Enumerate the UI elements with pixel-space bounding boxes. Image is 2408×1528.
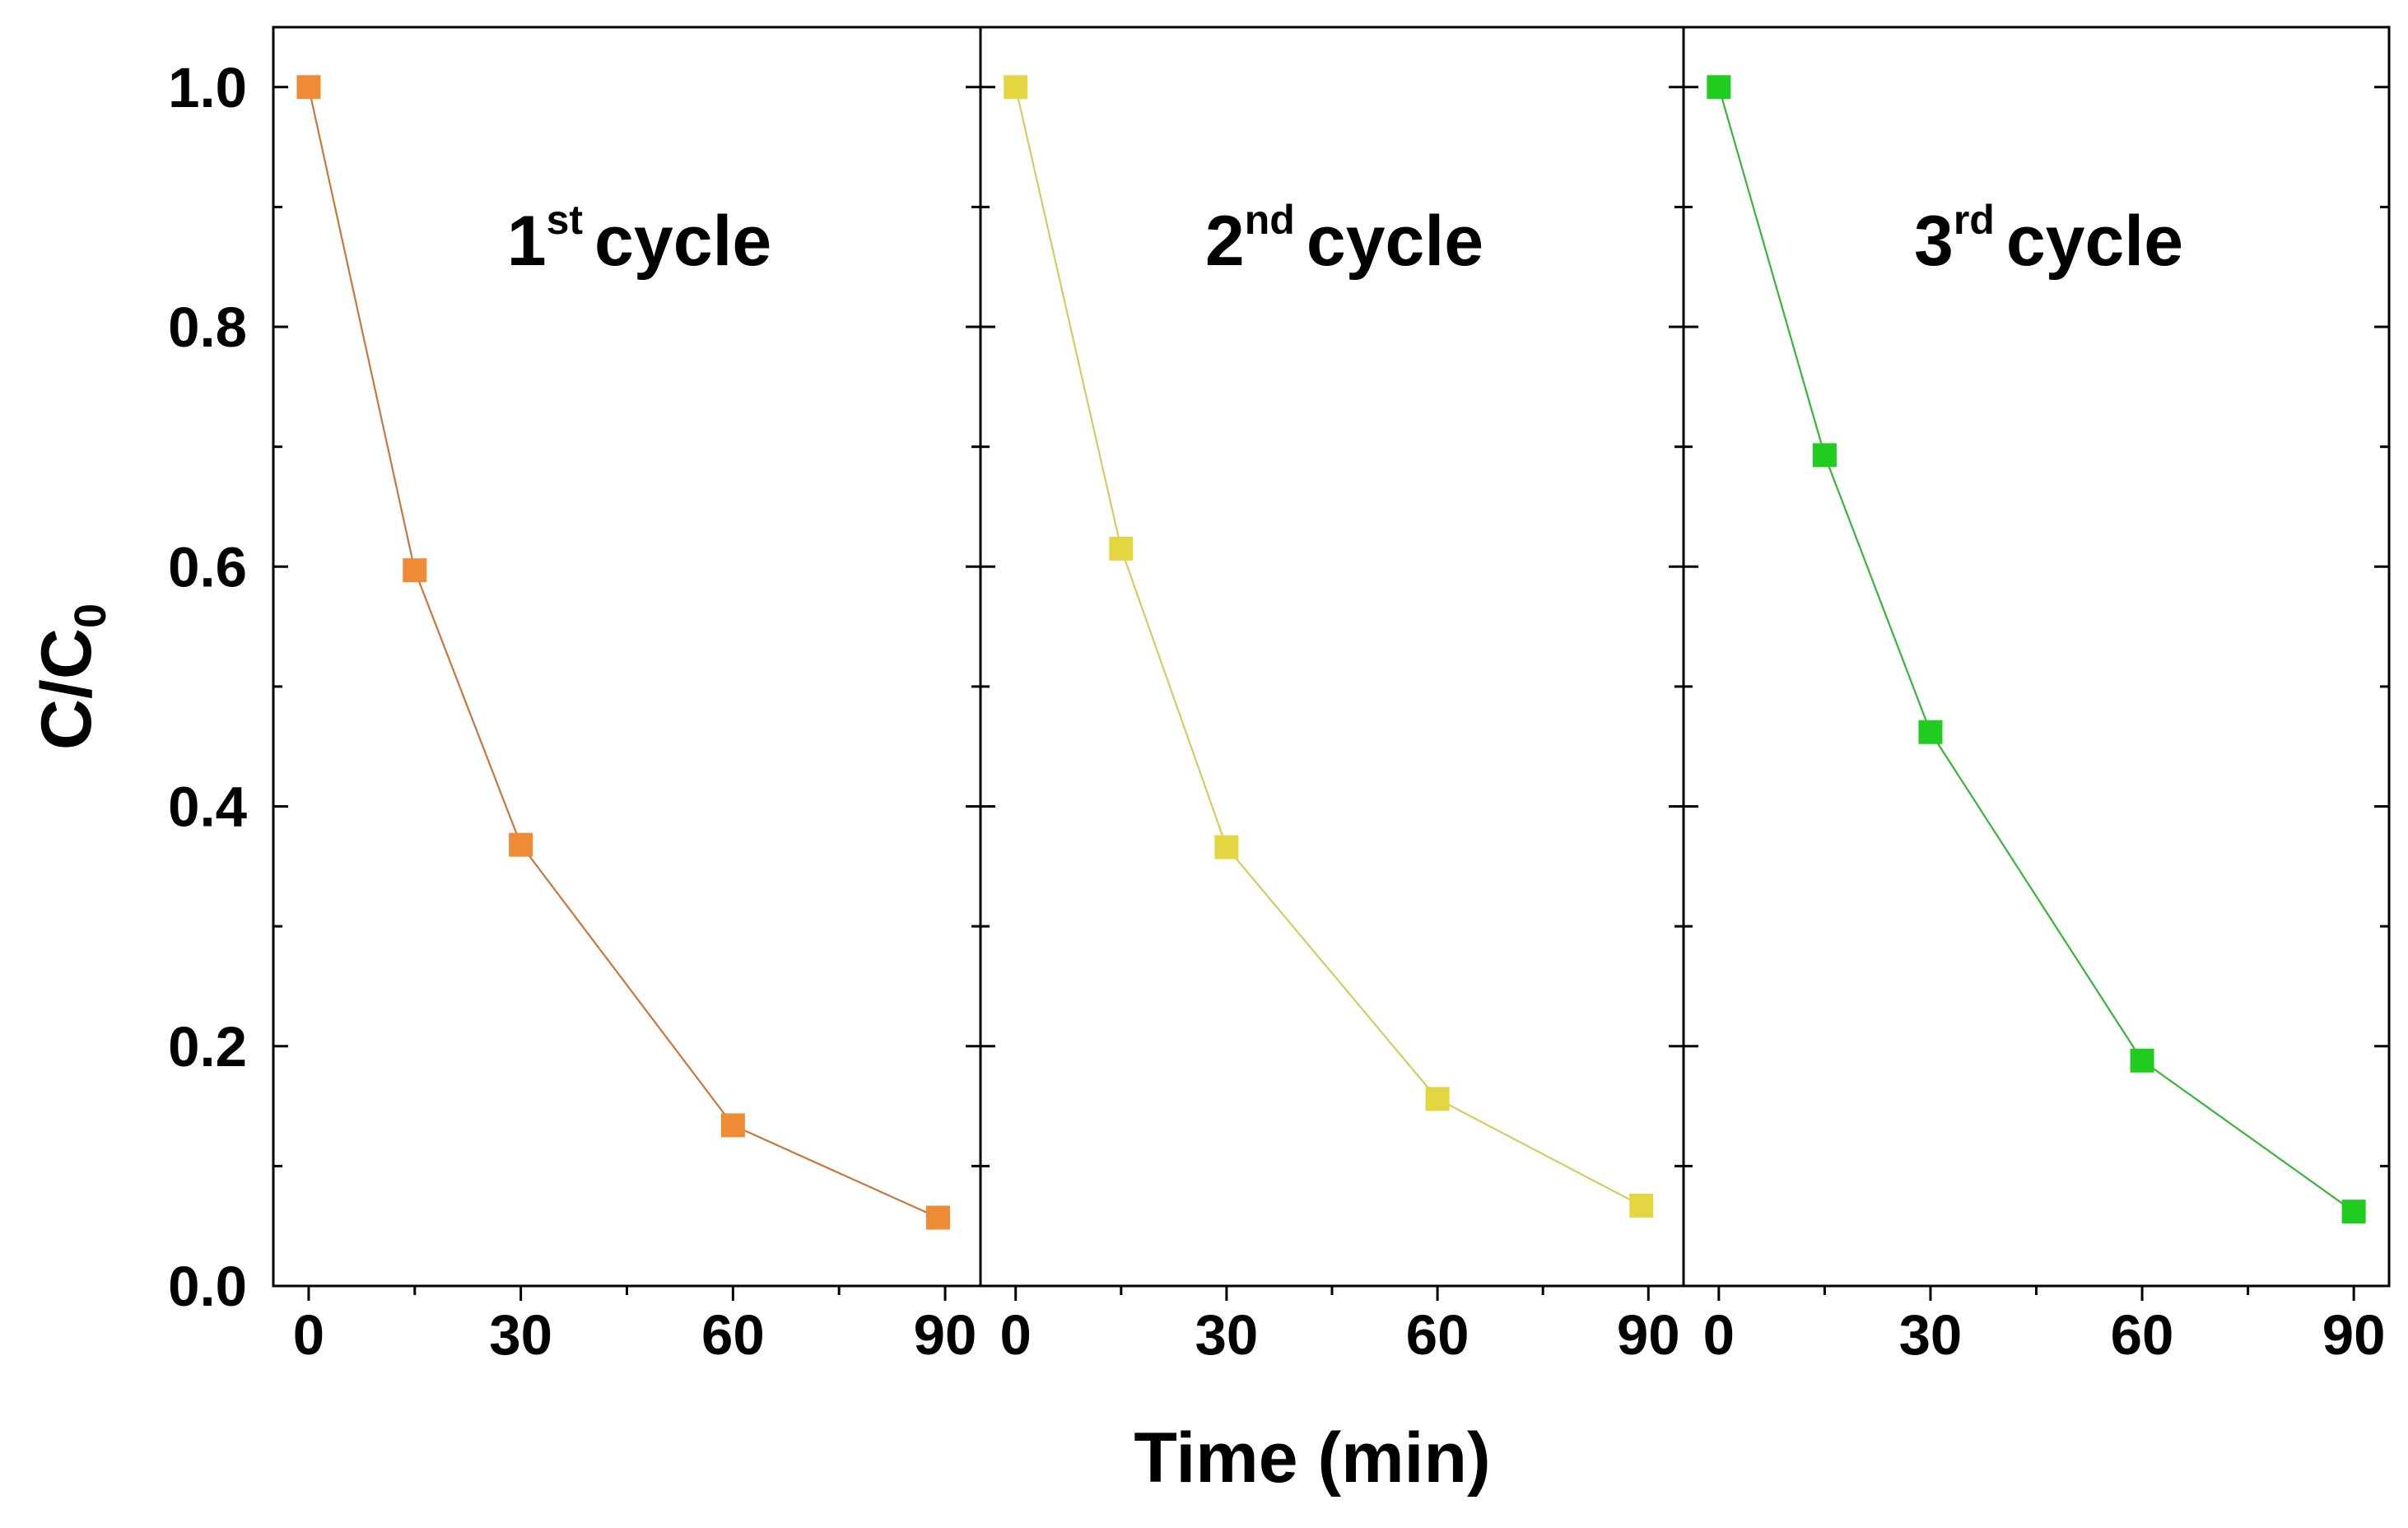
x-tick-label: 60 bbox=[2111, 1303, 2174, 1367]
cycle-number: 3 bbox=[1914, 202, 1954, 281]
data-point bbox=[720, 1113, 745, 1138]
y-ticks bbox=[273, 86, 980, 1288]
x-tick-label: 60 bbox=[1406, 1303, 1469, 1367]
x-tick-label: 0 bbox=[1000, 1303, 1032, 1367]
x-tick-label: 0 bbox=[293, 1303, 324, 1367]
cycle-word: cycle bbox=[1306, 202, 1483, 281]
y-axis-title: C/C0 bbox=[27, 603, 115, 750]
y-tick-label: 0.0 bbox=[168, 1255, 247, 1318]
cycle-ordinal-suffix: nd bbox=[1245, 197, 1295, 243]
y-axis-title-main: C/C bbox=[27, 628, 106, 750]
x-tick-label: 30 bbox=[1899, 1303, 1963, 1367]
x-ticks bbox=[1717, 1286, 2355, 1301]
x-tick-label: 30 bbox=[1195, 1303, 1259, 1367]
y-axis-title-subscript: 0 bbox=[66, 603, 115, 628]
data-point bbox=[403, 558, 427, 583]
data-point bbox=[2130, 1048, 2154, 1073]
x-tick-label: 30 bbox=[489, 1303, 552, 1367]
data-point bbox=[1629, 1193, 1654, 1218]
y-ticks bbox=[1684, 86, 2389, 1288]
x-tick-label: 90 bbox=[914, 1303, 977, 1367]
x-axis-title: Time (min) bbox=[1134, 1419, 1490, 1498]
y-tick-label: 0.6 bbox=[168, 535, 247, 599]
cycle-number: 2 bbox=[1205, 202, 1245, 281]
data-point bbox=[1214, 835, 1239, 860]
data-point bbox=[1004, 75, 1028, 100]
data-point bbox=[1918, 720, 1943, 744]
cycle-number: 1 bbox=[507, 202, 547, 281]
x-tick-label: 90 bbox=[2322, 1303, 2386, 1367]
panel-3: 0 30 60 90 3rd cycle bbox=[1682, 26, 2391, 1367]
data-point bbox=[1812, 443, 1837, 468]
x-tick-label: 60 bbox=[701, 1303, 765, 1367]
panel-label: 1st cycle bbox=[507, 197, 772, 281]
x-ticks bbox=[1014, 1286, 1650, 1301]
y-tick-label: 0.2 bbox=[168, 1015, 247, 1078]
data-point bbox=[1707, 75, 1731, 100]
cycle-word: cycle bbox=[594, 202, 771, 281]
x-ticks bbox=[307, 1286, 947, 1301]
data-point bbox=[509, 832, 533, 857]
x-tick-label: 90 bbox=[1617, 1303, 1680, 1367]
panel-label: 3rd cycle bbox=[1914, 197, 2183, 281]
data-point bbox=[1425, 1087, 1450, 1111]
data-point bbox=[296, 75, 321, 100]
y-tick-label: 1.0 bbox=[168, 56, 247, 119]
panel-1: 0 30 60 90 1st cycle bbox=[272, 26, 982, 1367]
x-tick-label: 0 bbox=[1703, 1303, 1735, 1367]
data-point bbox=[2341, 1200, 2366, 1224]
y-tick-label: 0.4 bbox=[168, 776, 247, 839]
data-point bbox=[925, 1205, 950, 1230]
cycle-ordinal-suffix: rd bbox=[1954, 197, 1995, 243]
cycle-ordinal-suffix: st bbox=[547, 197, 584, 243]
y-ticks bbox=[980, 86, 1684, 1288]
axes-labels-layer: Time (min) C/C0 bbox=[27, 603, 1491, 1498]
panel-label: 2nd cycle bbox=[1205, 197, 1483, 281]
panel-2: 0 30 60 90 2nd cycle bbox=[979, 26, 1685, 1367]
cycle-word: cycle bbox=[2006, 202, 2183, 281]
y-tick-label: 0.8 bbox=[168, 296, 247, 359]
data-point bbox=[1109, 536, 1134, 561]
